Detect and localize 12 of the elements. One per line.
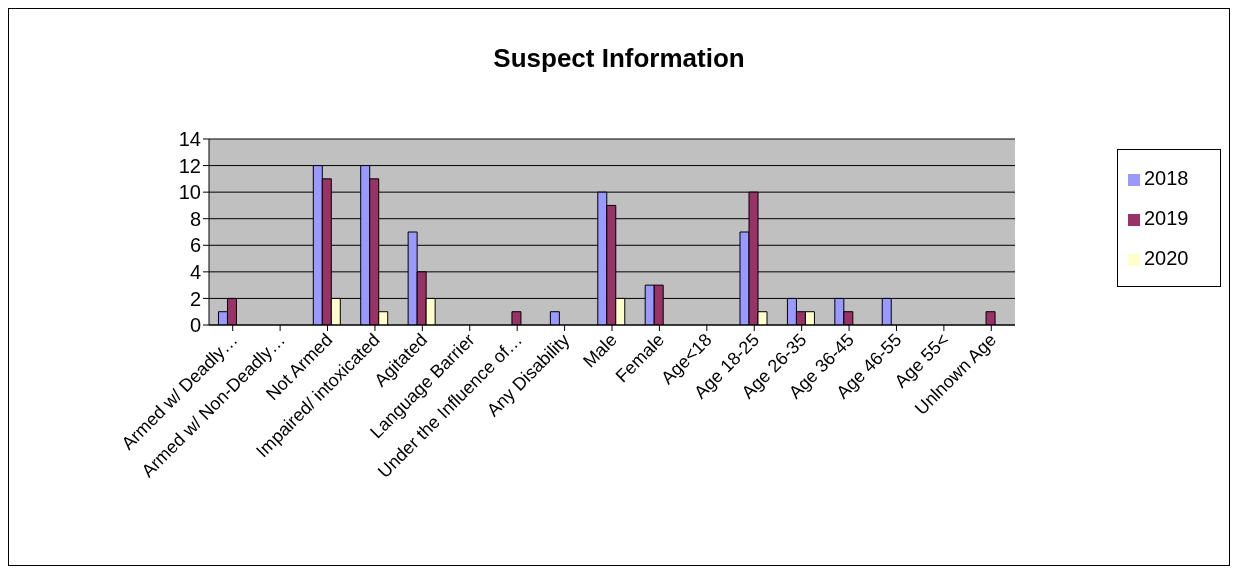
legend-label: 2020 (1144, 247, 1189, 269)
y-tick-label: 8 (189, 207, 201, 230)
y-tick-label: 2 (189, 287, 201, 310)
y-tick-label: 0 (189, 314, 201, 337)
y-tick-label: 6 (189, 234, 201, 257)
y-tick-label: 12 (178, 154, 201, 177)
y-tick-label: 4 (189, 260, 201, 283)
legend-label: 2019 (1144, 207, 1189, 229)
chart-title: Suspect Information (492, 43, 746, 74)
y-tick-label: 10 (178, 181, 201, 204)
y-tick-label: 14 (178, 128, 201, 151)
legend-label: 2018 (1144, 167, 1189, 189)
